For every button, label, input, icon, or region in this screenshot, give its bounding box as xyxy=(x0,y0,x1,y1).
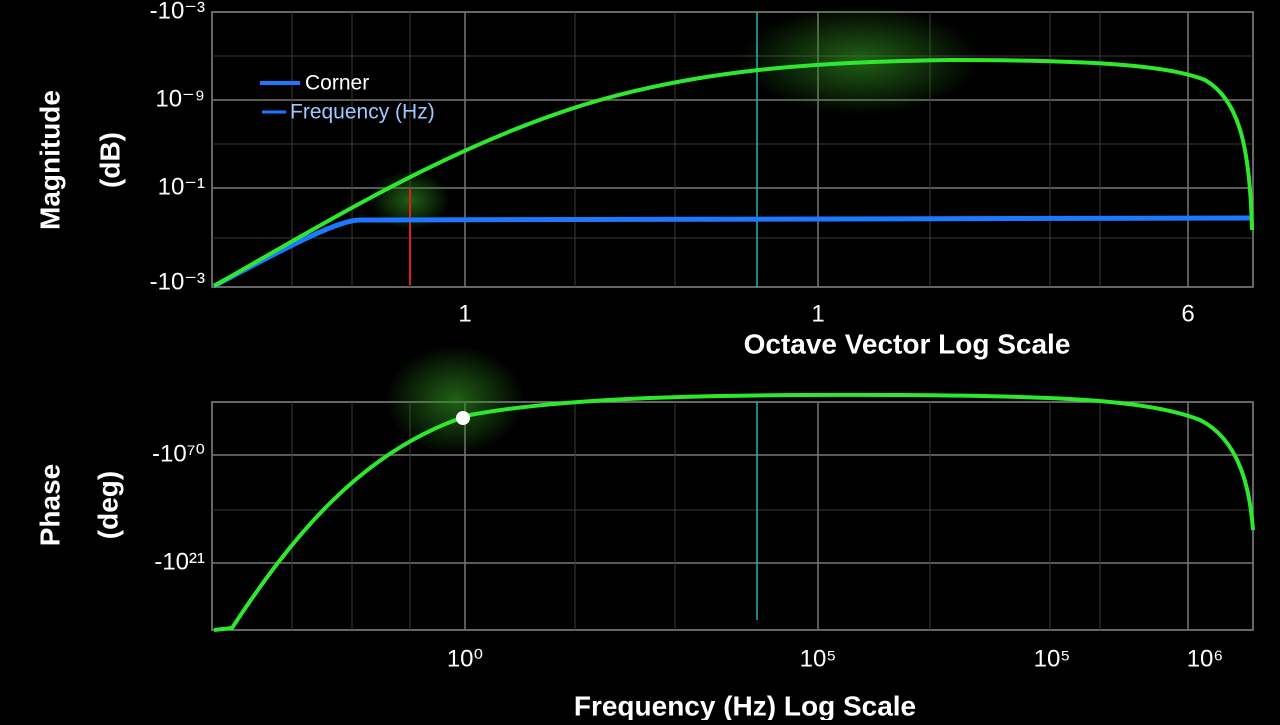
magnitude-grid xyxy=(211,11,1254,288)
magnitude-asymptote xyxy=(212,215,1254,289)
x-tick-label: 10⁶ xyxy=(1187,645,1224,672)
y-tick-label: -10⁻³ xyxy=(150,0,205,24)
y-tick-label: -10²¹ xyxy=(154,548,205,575)
phase-grid xyxy=(211,401,1254,631)
y-tick-label: -10⁷⁰ xyxy=(152,440,205,467)
y-axis-title-line: (deg) xyxy=(92,471,123,539)
y-tick-label: -10⁻³ xyxy=(150,268,205,295)
y-tick-label: 10⁻⁹ xyxy=(155,85,205,112)
y-axis-title: Magnitude (dB) xyxy=(34,90,125,230)
glow xyxy=(740,5,980,115)
glow xyxy=(385,345,525,455)
y-axis-title-line: Phase xyxy=(34,464,65,547)
x-tick-label: 1 xyxy=(811,300,824,327)
x-tick-label: 10⁵ xyxy=(1034,645,1071,672)
legend-label: Corner xyxy=(305,72,369,95)
y-tick-label: 10⁻¹ xyxy=(158,173,205,200)
x-tick-label: 6 xyxy=(1181,300,1194,327)
frame xyxy=(211,401,1254,631)
x-tick-label: 10⁰ xyxy=(447,645,483,672)
marker-point xyxy=(456,411,470,425)
y-axis-title-line: (dB) xyxy=(94,132,125,188)
x-axis-title: Octave Vector Log Scale xyxy=(744,328,1071,359)
x-axis-title: Frequency (Hz) Log Scale xyxy=(574,690,916,720)
x-tick-label: 1 xyxy=(458,300,471,327)
frame xyxy=(211,11,1254,288)
magnitude-curve xyxy=(213,57,1254,288)
y-axis-title-line: Magnitude xyxy=(34,90,65,230)
legend-label: Frequency (Hz) xyxy=(290,101,435,124)
x-tick-label: 10⁵ xyxy=(800,645,837,672)
y-axis-title: Phase (deg) xyxy=(34,464,123,547)
phase-curve xyxy=(213,392,1255,632)
